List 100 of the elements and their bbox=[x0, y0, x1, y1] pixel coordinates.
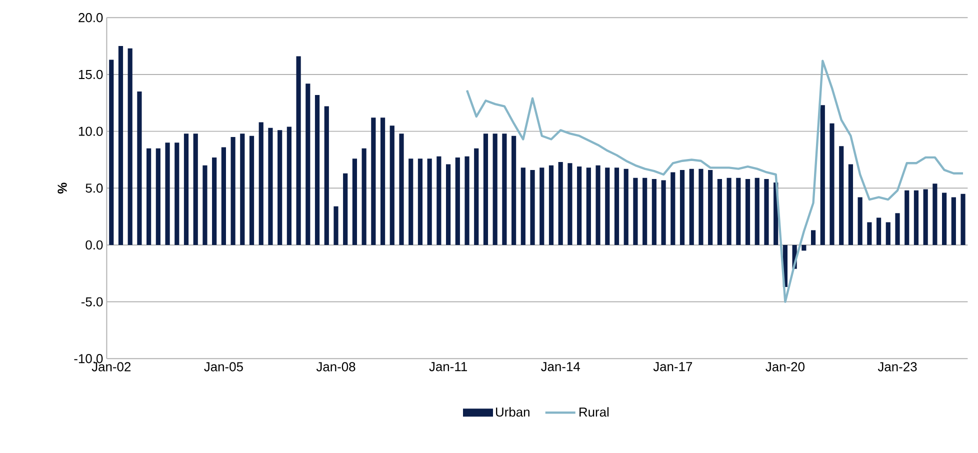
bar bbox=[418, 158, 423, 245]
bar bbox=[605, 168, 610, 245]
bar bbox=[876, 218, 882, 245]
bar bbox=[633, 178, 638, 245]
bar bbox=[670, 172, 676, 245]
bar bbox=[568, 163, 572, 245]
bar bbox=[577, 166, 582, 245]
bar bbox=[810, 230, 816, 245]
bar bbox=[858, 197, 862, 245]
bar bbox=[146, 148, 152, 245]
bar bbox=[399, 134, 404, 245]
x-tick-label: Jan-14 bbox=[541, 362, 580, 372]
bar bbox=[904, 190, 910, 245]
bar bbox=[830, 123, 834, 245]
x-tick-label: Jan-11 bbox=[429, 362, 467, 372]
bar bbox=[464, 156, 470, 245]
bar bbox=[932, 184, 938, 245]
bar bbox=[156, 148, 160, 245]
bar bbox=[408, 158, 414, 245]
bar bbox=[109, 60, 114, 245]
bar bbox=[886, 222, 890, 245]
bar bbox=[165, 142, 170, 245]
bar bbox=[446, 164, 451, 245]
y-tick-label: 20.0 bbox=[78, 13, 103, 22]
y-tick-label: 5.0 bbox=[86, 184, 103, 193]
bar bbox=[923, 189, 928, 245]
bar bbox=[362, 148, 366, 245]
bar bbox=[278, 130, 282, 245]
bar bbox=[230, 136, 236, 245]
bar bbox=[212, 157, 217, 245]
bar bbox=[680, 170, 685, 245]
legend-label: Urban bbox=[496, 407, 530, 417]
bar bbox=[314, 94, 320, 245]
bar bbox=[745, 179, 750, 245]
bar bbox=[754, 178, 760, 245]
bar bbox=[951, 197, 956, 245]
bar bbox=[184, 134, 189, 245]
bar bbox=[268, 128, 273, 245]
bar bbox=[717, 179, 722, 245]
x-tick-label: Jan-23 bbox=[878, 362, 917, 372]
bar bbox=[455, 157, 460, 245]
bar bbox=[652, 179, 656, 245]
bar bbox=[820, 105, 825, 245]
bar bbox=[764, 179, 769, 245]
bar bbox=[249, 136, 254, 245]
bar bbox=[240, 134, 245, 245]
bar bbox=[512, 136, 516, 245]
y-tick-label: 0.0 bbox=[86, 240, 103, 250]
bar bbox=[960, 194, 966, 245]
x-tick-label: Jan-08 bbox=[316, 362, 356, 372]
bar bbox=[839, 146, 844, 245]
bar bbox=[436, 156, 442, 245]
x-tick-label: Jan-20 bbox=[766, 362, 804, 372]
bar bbox=[698, 168, 704, 245]
legend-label: Rural bbox=[580, 407, 609, 417]
bar bbox=[334, 206, 338, 245]
bar bbox=[520, 168, 526, 245]
bar bbox=[736, 178, 741, 245]
bar bbox=[895, 213, 900, 245]
bar bbox=[596, 165, 600, 245]
bar bbox=[380, 118, 386, 245]
bar bbox=[427, 158, 432, 245]
bar bbox=[474, 148, 479, 245]
bar bbox=[118, 46, 124, 245]
bar bbox=[202, 165, 208, 245]
y-tick-label: 10.0 bbox=[78, 126, 103, 136]
y-axis-title: % bbox=[58, 182, 67, 194]
bar bbox=[661, 180, 666, 245]
bar bbox=[726, 178, 732, 245]
bar bbox=[390, 126, 394, 245]
bar bbox=[371, 118, 376, 245]
bar bbox=[867, 222, 872, 245]
bar bbox=[708, 170, 713, 245]
bar bbox=[502, 134, 507, 245]
x-tick-label: Jan-05 bbox=[204, 362, 243, 372]
bar bbox=[343, 173, 348, 245]
bar bbox=[492, 134, 498, 245]
bar bbox=[306, 84, 310, 245]
bar bbox=[296, 56, 301, 245]
bar bbox=[848, 164, 854, 245]
bar bbox=[642, 178, 648, 245]
bar bbox=[221, 147, 226, 245]
bar bbox=[689, 168, 694, 245]
bar bbox=[193, 134, 198, 245]
bar bbox=[137, 92, 142, 245]
bar bbox=[324, 106, 329, 245]
bar bbox=[174, 142, 180, 245]
bar bbox=[258, 122, 264, 245]
y-tick-label: -10.0 bbox=[74, 354, 103, 364]
bar bbox=[802, 244, 806, 251]
bar bbox=[352, 158, 358, 245]
bar bbox=[586, 168, 591, 245]
bar bbox=[483, 134, 488, 245]
bar bbox=[530, 170, 535, 245]
bar bbox=[914, 190, 919, 245]
y-tick-label: 15.0 bbox=[78, 70, 103, 80]
bar bbox=[286, 126, 292, 245]
x-tick-label: Jan-02 bbox=[92, 362, 131, 372]
bar bbox=[558, 162, 563, 245]
bar bbox=[128, 48, 132, 245]
